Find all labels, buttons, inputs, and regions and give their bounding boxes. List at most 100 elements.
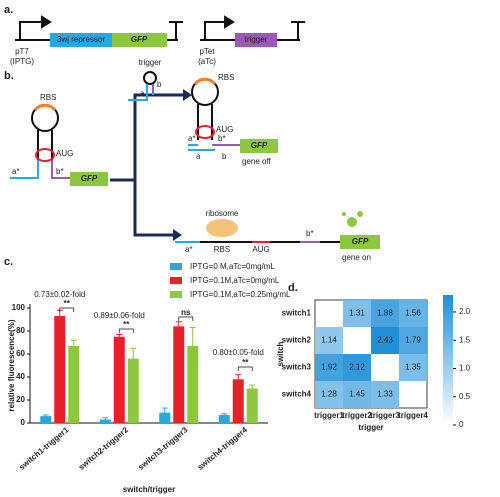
label: a* xyxy=(12,167,20,176)
gene-box xyxy=(70,172,108,186)
label: AUG xyxy=(216,125,233,134)
gene-box xyxy=(50,33,112,47)
heatmap-cell xyxy=(371,381,399,408)
panel-label: d. xyxy=(288,282,298,294)
y-tick-label: switch4 xyxy=(282,390,312,399)
heatmap-cell xyxy=(315,327,343,354)
label: GFP xyxy=(352,237,369,246)
y-tick-label: 0 xyxy=(21,418,26,427)
label: trigger xyxy=(245,35,268,44)
annotation: ** xyxy=(242,358,249,367)
label: a* xyxy=(185,245,193,254)
cell-label: 2.12 xyxy=(349,363,365,372)
label: RBS xyxy=(40,93,56,102)
cell-label: 1.31 xyxy=(349,309,365,318)
legend-label: IPTG=0 M,aTc=0mg/mL xyxy=(190,262,275,271)
legend-swatch xyxy=(170,277,182,284)
x-tick-label: switch4-trigger4 xyxy=(196,425,250,472)
x-tick-label: trigger4 xyxy=(398,411,428,420)
legend-label: IPTG=0.1M,aTc=0.25mg/mL xyxy=(190,290,291,299)
bar xyxy=(113,336,125,423)
gene-box xyxy=(235,33,277,47)
legend-swatch xyxy=(170,263,182,270)
heatmap-cell xyxy=(371,327,399,354)
label: trigger xyxy=(139,58,162,67)
bar xyxy=(68,345,80,423)
gene-box xyxy=(240,139,278,153)
label: a xyxy=(196,152,201,161)
gfp-dot xyxy=(357,211,363,217)
label: RBS xyxy=(218,73,234,82)
annotation: ns xyxy=(181,308,191,317)
x-tick-label: trigger2 xyxy=(342,411,372,420)
bracket xyxy=(118,328,134,333)
annotation: 0.80±0.05-fold xyxy=(213,348,264,357)
x-tick-label: trigger1 xyxy=(314,411,344,420)
label: b xyxy=(157,80,162,89)
x-tick-label: switch1-trigger1 xyxy=(17,425,71,472)
label: a* xyxy=(188,134,196,143)
y-tick-label: switch3 xyxy=(282,363,312,372)
bar xyxy=(232,379,244,423)
label: RBS xyxy=(214,245,230,254)
label: (IPTG) xyxy=(10,57,34,66)
heatmap-cell xyxy=(371,300,399,327)
bar xyxy=(246,388,258,423)
panel-label: c. xyxy=(4,256,13,268)
label: AUG xyxy=(252,245,269,254)
x-axis-title: trigger xyxy=(358,423,383,432)
cell-label: 1.33 xyxy=(377,390,393,399)
y-tick-label: 100 xyxy=(12,303,26,312)
label: GFP xyxy=(81,174,98,183)
label: gene off xyxy=(242,157,272,166)
cell-label: 1.14 xyxy=(321,336,337,345)
y-tick-label: switch2 xyxy=(282,336,312,345)
annotation: ** xyxy=(123,320,130,329)
bar xyxy=(127,358,139,423)
y-tick-label: 40 xyxy=(16,372,25,381)
label: AUG xyxy=(56,149,73,158)
y-tick-label: 80 xyxy=(16,326,25,335)
label: 3wj repressor xyxy=(57,35,105,44)
cell-label: 1.79 xyxy=(405,336,421,345)
gfp-dot xyxy=(347,217,357,227)
annotation: ** xyxy=(64,299,71,308)
y-tick-label: switch1 xyxy=(282,309,312,318)
y-axis-title: switch xyxy=(276,341,285,366)
gene-box xyxy=(112,33,167,47)
label: b* xyxy=(56,167,64,176)
heatmap-cell xyxy=(315,354,343,381)
bar xyxy=(187,345,199,423)
label: GFP xyxy=(131,35,148,44)
heatmap-cell xyxy=(343,354,371,381)
bar xyxy=(218,414,230,423)
bar xyxy=(54,316,66,423)
y-axis-title: relative fluorescence(%) xyxy=(7,319,16,411)
gfp-dot xyxy=(342,212,346,216)
label: b* xyxy=(306,229,314,238)
cell-label: 1.28 xyxy=(321,390,337,399)
x-tick-label: switch2-trigger2 xyxy=(77,425,131,472)
annotation: 0.73±0.02-fold xyxy=(34,290,85,299)
label: gene on xyxy=(342,253,371,262)
legend-swatch xyxy=(170,291,182,298)
bar xyxy=(40,416,52,423)
heatmap-cell xyxy=(343,300,371,327)
cell-label: 1.45 xyxy=(349,390,365,399)
cell-label: 1.35 xyxy=(405,363,421,372)
bar xyxy=(173,326,185,423)
x-tick-label: trigger3 xyxy=(370,411,400,420)
heatmap-cell xyxy=(399,300,427,327)
heatmap-cell xyxy=(399,327,427,354)
colorbar-tick-label: 0.5 xyxy=(459,392,471,401)
legend-label: IPTG=0.1M,aTc=0mg/mL xyxy=(190,276,280,285)
label: pTet xyxy=(199,47,215,56)
label: a xyxy=(140,89,145,98)
label: b xyxy=(222,152,227,161)
y-tick-label: 60 xyxy=(16,349,25,358)
heatmap-cell xyxy=(315,381,343,408)
colorbar xyxy=(443,295,453,425)
label: GFP xyxy=(251,141,268,150)
colorbar-tick-label: 1.0 xyxy=(459,364,471,373)
x-axis-title: switch/trigger xyxy=(123,485,175,494)
